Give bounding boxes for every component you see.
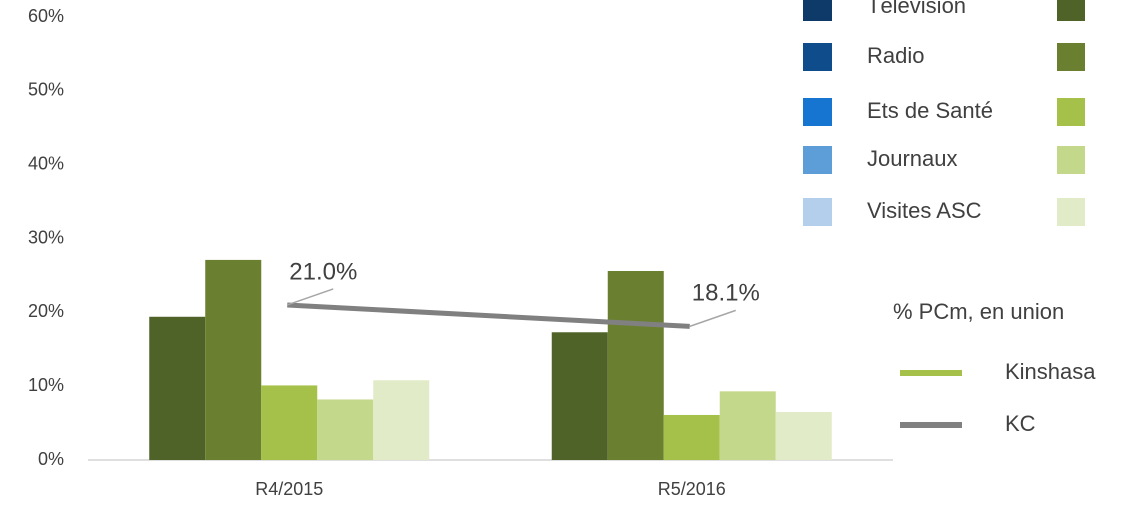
legend-swatch bbox=[1057, 43, 1085, 71]
bar bbox=[149, 316, 206, 460]
legend-title: % PCm, en union bbox=[893, 299, 1064, 324]
legend-swatch bbox=[803, 146, 832, 174]
legend-swatch bbox=[1057, 0, 1085, 21]
data-label: 21.0% bbox=[289, 258, 357, 285]
x-tick-label: R4/2015 bbox=[255, 479, 323, 499]
bar bbox=[607, 270, 664, 460]
legend-swatch bbox=[1057, 146, 1085, 174]
legend-label: Ets de Santé bbox=[867, 98, 993, 123]
legend-swatch bbox=[803, 198, 832, 226]
legend-swatch bbox=[1057, 98, 1085, 126]
y-tick-label: 20% bbox=[28, 301, 64, 321]
legend-swatch bbox=[803, 0, 832, 21]
legend-swatch bbox=[803, 43, 832, 71]
bar bbox=[719, 391, 776, 460]
legend-label: Radio bbox=[867, 43, 924, 68]
bar bbox=[775, 412, 832, 460]
x-tick-label: R5/2016 bbox=[658, 479, 726, 499]
y-tick-label: 0% bbox=[38, 449, 64, 469]
bar bbox=[663, 414, 720, 460]
bar bbox=[205, 259, 262, 460]
legend-label: Télévision bbox=[867, 0, 966, 18]
y-tick-label: 30% bbox=[28, 227, 64, 247]
y-tick-label: 50% bbox=[28, 80, 64, 100]
bar bbox=[317, 399, 374, 460]
legend-label: Visites ASC bbox=[867, 198, 982, 223]
bar bbox=[551, 332, 608, 460]
legend-label: KC bbox=[1005, 411, 1036, 436]
bar bbox=[261, 385, 318, 460]
y-tick-label: 60% bbox=[28, 6, 64, 26]
y-tick-label: 40% bbox=[28, 153, 64, 173]
bar bbox=[373, 380, 430, 460]
legend-swatch bbox=[1057, 198, 1085, 226]
data-label: 18.1% bbox=[692, 280, 760, 307]
leader-line bbox=[287, 288, 334, 306]
line bbox=[287, 302, 690, 329]
legend-label: Kinshasa bbox=[1005, 359, 1096, 384]
legend-label: Journaux bbox=[867, 146, 958, 171]
legend-swatch bbox=[803, 98, 832, 126]
leader-line bbox=[689, 309, 736, 328]
y-tick-label: 10% bbox=[28, 375, 64, 395]
